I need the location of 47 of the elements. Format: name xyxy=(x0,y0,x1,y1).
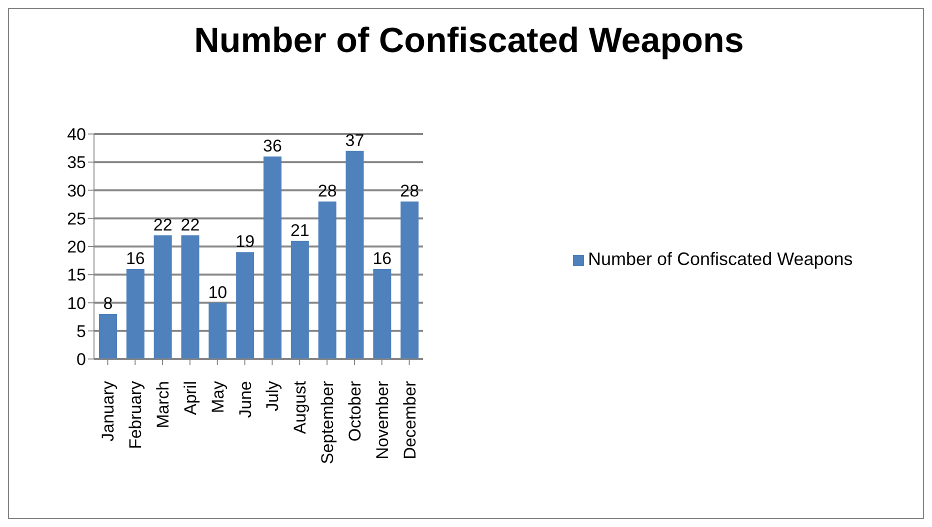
y-tick-label: 0 xyxy=(76,350,86,370)
bar xyxy=(126,269,144,359)
x-tick-label: May xyxy=(208,380,228,414)
chart-title: Number of Confiscated Weapons xyxy=(193,21,745,61)
y-tick-label: 15 xyxy=(67,266,86,285)
bar xyxy=(208,302,227,359)
data-label: 21 xyxy=(290,220,310,240)
bar xyxy=(154,235,172,359)
bar xyxy=(346,150,364,359)
x-tick-label: October xyxy=(345,380,364,442)
x-tick-label: September xyxy=(318,380,338,464)
x-tick-label: March xyxy=(154,381,173,428)
y-tick-label: 30 xyxy=(67,181,86,200)
bar xyxy=(264,156,282,359)
legend-label: Number of Confiscated Weapons xyxy=(588,249,853,269)
x-tick-label: February xyxy=(126,380,146,450)
y-tick-label: 40 xyxy=(67,125,86,144)
y-tick-label: 10 xyxy=(67,294,86,313)
data-label: 28 xyxy=(318,182,337,200)
y-tick-label: 35 xyxy=(67,153,86,172)
data-label: 22 xyxy=(153,215,172,234)
y-tick-label: 5 xyxy=(76,322,86,341)
x-tick-label: November xyxy=(372,380,392,460)
y-tick-label: 20 xyxy=(67,238,86,257)
data-label: 16 xyxy=(372,249,392,268)
bar xyxy=(290,240,309,359)
y-tick-label: 25 xyxy=(67,209,86,228)
bar xyxy=(236,252,254,359)
bar xyxy=(181,235,200,359)
data-label: 36 xyxy=(263,136,282,156)
x-tick-label: December xyxy=(400,380,420,460)
bar xyxy=(373,269,392,359)
data-label: 19 xyxy=(236,232,255,252)
x-tick-label: June xyxy=(236,381,255,418)
data-label: 16 xyxy=(126,249,145,268)
x-tick-label: January xyxy=(98,380,118,442)
data-label: 37 xyxy=(345,130,364,150)
data-label: 22 xyxy=(180,215,200,234)
data-label: 10 xyxy=(208,282,228,302)
bar xyxy=(400,202,419,359)
x-tick-label: April xyxy=(180,381,200,416)
x-tick-label: August xyxy=(290,380,310,434)
data-label: 28 xyxy=(400,182,420,200)
data-label: 8 xyxy=(103,294,113,313)
x-tick-label: July xyxy=(263,380,282,412)
bar xyxy=(99,314,117,359)
bar xyxy=(318,202,336,359)
